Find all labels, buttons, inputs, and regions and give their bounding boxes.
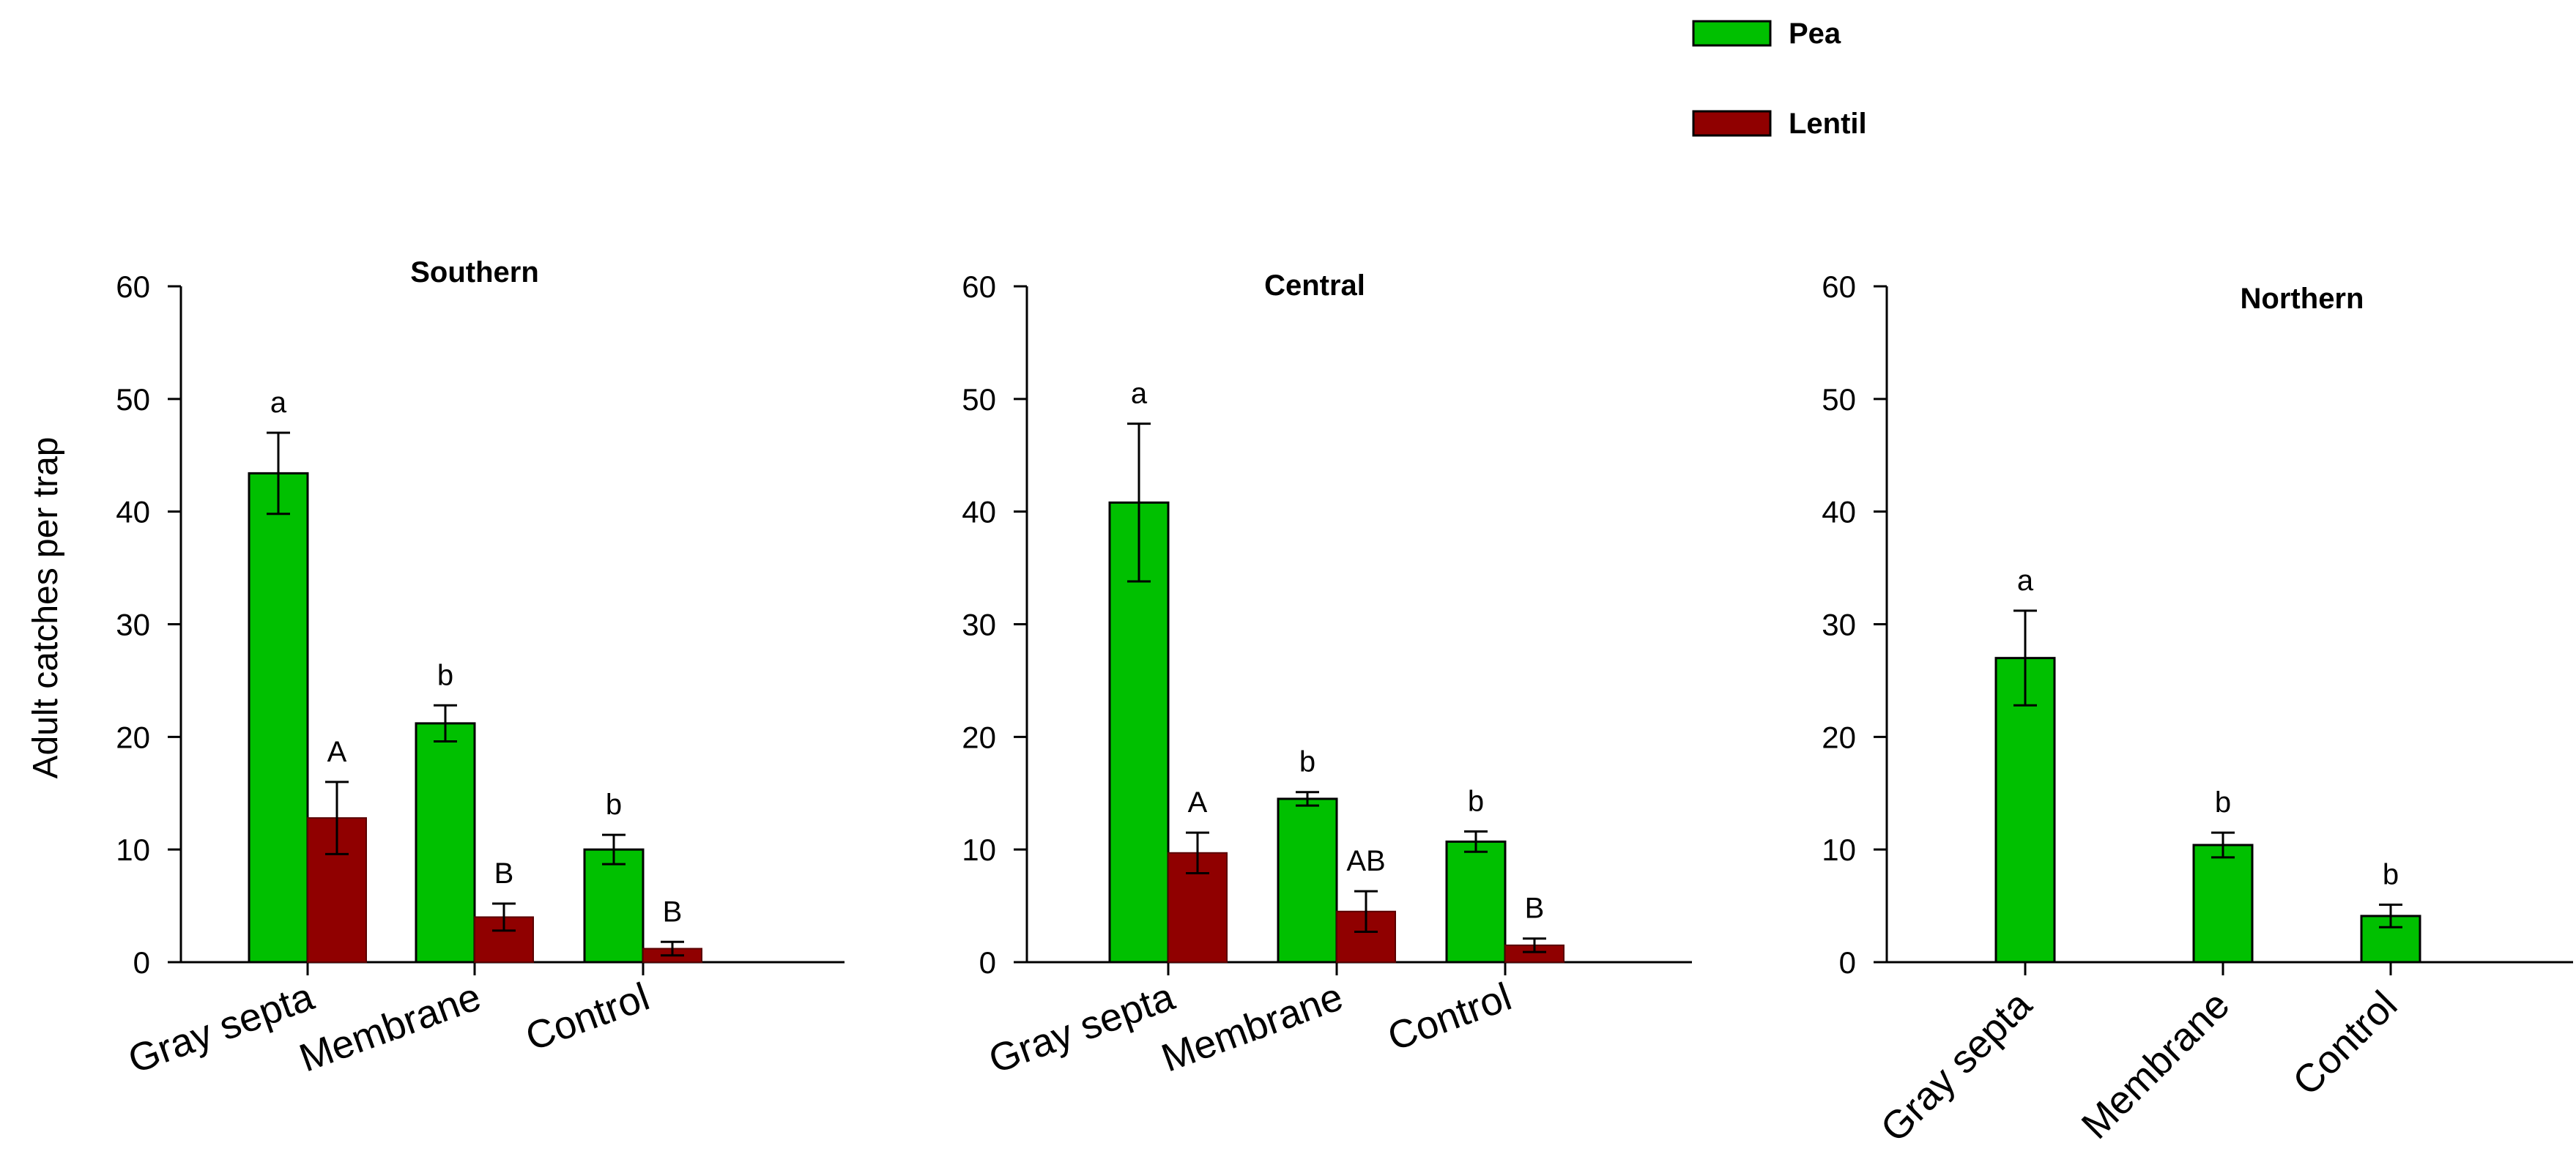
panel-title: Central [1264, 269, 1365, 302]
bar-pea [2360, 915, 2421, 964]
y-tick-label: 30 [962, 608, 996, 642]
legend-item-lentil: Lentil [1692, 108, 1867, 140]
bar-pea [248, 472, 309, 964]
y-tick-label: 0 [1839, 945, 1856, 980]
category-label: Control [520, 975, 655, 1060]
y-tick-label: 50 [1822, 382, 1856, 417]
significance-letter: AB [1346, 845, 1385, 877]
panel-title: Southern [410, 256, 539, 289]
bar-pea [1445, 840, 1507, 964]
bar-pea [2192, 844, 2254, 964]
legend: Pea Lentil [1692, 18, 1867, 140]
category-label: Gray septa [1872, 982, 2041, 1150]
legend-label: Pea [1789, 18, 1841, 50]
y-tick-label: 60 [116, 269, 150, 304]
y-tick-label: 10 [116, 833, 150, 867]
significance-letter: b [2215, 786, 2231, 819]
y-tick-label: 10 [1822, 833, 1856, 867]
significance-letter: A [1188, 786, 1208, 819]
panel-title: Northern [2241, 283, 2364, 315]
bar-lentil [307, 817, 367, 964]
significance-letter: b [437, 659, 453, 691]
y-tick-label: 60 [962, 269, 996, 304]
legend-swatch [1692, 20, 1772, 47]
y-tick-label: 50 [962, 382, 996, 417]
legend-label: Lentil [1789, 108, 1867, 140]
significance-letter: B [663, 896, 683, 928]
panel-northern: Northern 0 10 20 30 40 50 60 Gray septa Membrane C… [1822, 269, 2573, 1150]
y-tick-label: 20 [962, 720, 996, 754]
legend-swatch [1692, 110, 1772, 137]
y-tick-label: 40 [1822, 495, 1856, 529]
y-tick-label: 0 [979, 945, 996, 980]
category-label: Control [1382, 975, 1517, 1060]
significance-letter: b [2383, 859, 2399, 891]
significance-letter: b [1299, 746, 1315, 778]
bar-pea [1277, 797, 1338, 964]
significance-letter: a [2017, 565, 2034, 597]
bar-pea [583, 848, 645, 964]
significance-letter: b [1468, 786, 1484, 818]
y-tick-label: 30 [116, 608, 150, 642]
category-label: Membrane [2074, 983, 2238, 1147]
y-tick-label: 60 [1822, 269, 1856, 304]
y-tick-label: 0 [133, 945, 150, 980]
y-tick-label: 50 [116, 382, 150, 417]
y-tick-label: 10 [962, 833, 996, 867]
legend-item-pea: Pea [1692, 18, 1841, 50]
significance-letter: B [494, 857, 514, 890]
y-tick-label: 20 [116, 720, 150, 754]
bar-pea [415, 722, 476, 964]
y-axis-label: Adult catches per trap [26, 437, 65, 779]
category-label: Gray septa [983, 975, 1181, 1082]
y-tick-label: 40 [116, 495, 150, 529]
significance-letter: A [327, 736, 347, 768]
category-label: Gray septa [122, 975, 320, 1082]
bar-pea [1994, 657, 2056, 964]
significance-letter: b [606, 789, 622, 821]
significance-letter: a [270, 387, 287, 419]
category-label: Membrane [294, 975, 486, 1081]
y-tick-label: 40 [962, 495, 996, 529]
y-tick-label: 30 [1822, 608, 1856, 642]
significance-letter: B [1525, 893, 1545, 925]
category-label: Membrane [1156, 975, 1348, 1081]
category-label: Control [2284, 983, 2406, 1104]
y-tick-label: 20 [1822, 720, 1856, 754]
significance-letter: a [1131, 378, 1148, 410]
